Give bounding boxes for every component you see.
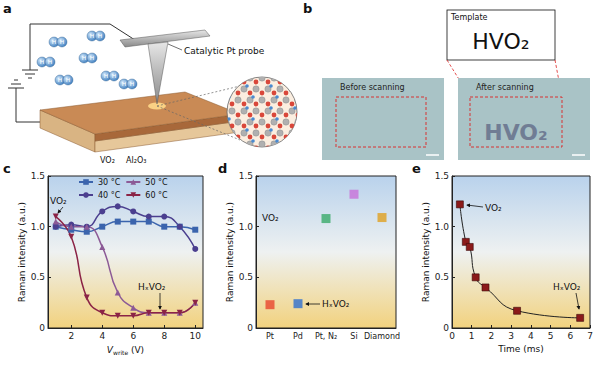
svg-text:(V): (V) [128, 345, 144, 355]
svg-text:H: H [66, 76, 71, 83]
svg-text:HₓVO₂: HₓVO₂ [553, 282, 581, 292]
svg-text:H: H [130, 80, 135, 87]
svg-text:b: b [303, 1, 312, 16]
svg-text:d: d [218, 161, 227, 176]
svg-text:Raman intensity (a.u.): Raman intensity (a.u.) [421, 202, 431, 302]
svg-text:0.5: 0.5 [31, 272, 45, 282]
svg-text:0: 0 [443, 323, 449, 333]
svg-text:Time (ms): Time (ms) [497, 344, 543, 354]
svg-text:1.5: 1.5 [435, 171, 449, 181]
svg-text:0: 0 [247, 323, 253, 333]
svg-text:7: 7 [587, 331, 593, 341]
svg-text:VO₂: VO₂ [100, 156, 115, 165]
svg-text:VO₂: VO₂ [50, 196, 67, 206]
svg-text:Pd: Pd [293, 332, 303, 341]
svg-text:Pt, N₂: Pt, N₂ [315, 332, 337, 341]
svg-text:HVO₂: HVO₂ [484, 120, 547, 145]
svg-text:1: 1 [469, 331, 475, 341]
svg-text:Raman intensity (a.u.): Raman intensity (a.u.) [17, 202, 27, 302]
svg-text:Template: Template [450, 13, 488, 22]
svg-text:e: e [412, 161, 421, 176]
svg-text:4: 4 [528, 331, 534, 341]
svg-text:H: H [122, 80, 127, 87]
svg-text:a: a [3, 1, 12, 16]
svg-text:V: V [106, 344, 113, 355]
svg-text:6: 6 [567, 331, 573, 341]
svg-text:H: H [104, 72, 109, 79]
svg-text:H: H [82, 54, 87, 61]
svg-text:Diamond: Diamond [364, 332, 400, 341]
svg-text:HₓVO₂: HₓVO₂ [138, 282, 166, 292]
svg-text:Before scanning: Before scanning [340, 83, 405, 92]
svg-text:H: H [58, 76, 63, 83]
svg-text:VO₂: VO₂ [262, 213, 279, 223]
svg-text:0.5: 0.5 [239, 272, 253, 282]
svg-text:After scanning: After scanning [476, 83, 534, 92]
svg-text:H: H [40, 58, 45, 65]
svg-text:Raman intensity (a.u.): Raman intensity (a.u.) [225, 202, 235, 302]
svg-text:2: 2 [489, 331, 495, 341]
svg-text:3: 3 [508, 331, 514, 341]
svg-text:H: H [90, 54, 95, 61]
svg-text:H: H [112, 72, 117, 79]
svg-text:VO₂: VO₂ [485, 203, 502, 213]
svg-text:60 °C: 60 °C [145, 191, 168, 200]
svg-text:HVO₂: HVO₂ [472, 29, 529, 54]
svg-text:1.0: 1.0 [435, 222, 450, 232]
svg-text:H: H [98, 32, 103, 39]
svg-text:1.0: 1.0 [239, 222, 254, 232]
svg-text:4: 4 [99, 331, 105, 341]
svg-text:1.5: 1.5 [239, 171, 253, 181]
svg-text:Catalytic Pt probe: Catalytic Pt probe [184, 46, 265, 56]
svg-text:Si: Si [350, 332, 357, 341]
svg-text:H: H [52, 38, 57, 45]
svg-text:10: 10 [190, 331, 202, 341]
svg-text:c: c [3, 161, 11, 176]
svg-text:H: H [90, 32, 95, 39]
svg-text:Al₂O₃: Al₂O₃ [126, 156, 146, 165]
svg-text:write: write [113, 349, 128, 356]
svg-text:8: 8 [161, 331, 167, 341]
svg-text:40 °C: 40 °C [98, 191, 121, 200]
svg-text:50 °C: 50 °C [145, 178, 168, 187]
svg-text:6: 6 [130, 331, 136, 341]
svg-text:2: 2 [68, 331, 74, 341]
svg-text:5: 5 [548, 331, 554, 341]
svg-text:0.5: 0.5 [435, 272, 449, 282]
svg-text:1.5: 1.5 [31, 171, 45, 181]
svg-text:0: 0 [449, 331, 455, 341]
svg-text:HₓVO₂: HₓVO₂ [322, 299, 350, 309]
svg-text:Pt: Pt [266, 332, 274, 341]
svg-text:0: 0 [39, 323, 45, 333]
svg-text:H: H [48, 58, 53, 65]
svg-text:30 °C: 30 °C [98, 178, 121, 187]
svg-text:H: H [60, 38, 65, 45]
svg-text:1.0: 1.0 [31, 222, 46, 232]
